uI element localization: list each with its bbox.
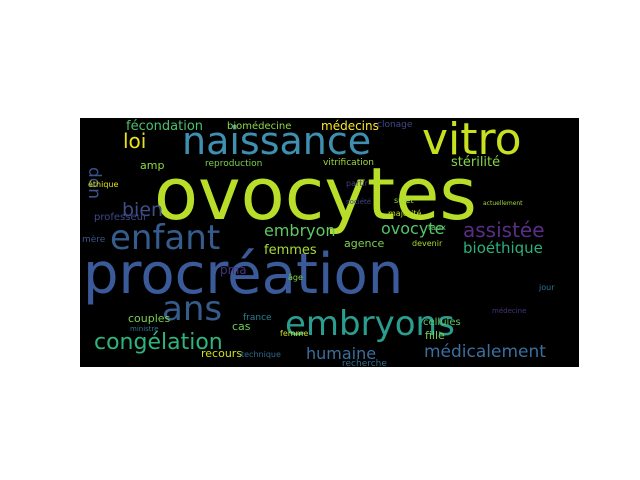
cloud-word: ministre: [130, 325, 159, 333]
cloud-word: humaine: [306, 344, 377, 363]
cloud-word: professeur: [94, 212, 148, 223]
cloud-word: agence: [344, 237, 385, 250]
cloud-word: recours: [201, 347, 243, 360]
cloud-word: embryons: [285, 304, 455, 344]
word-cloud: ovocytes procréation embryons naissance …: [80, 118, 579, 367]
cloud-word: jour: [539, 283, 555, 292]
cloud-word: assistée: [463, 218, 545, 242]
cloud-word: france: [243, 313, 272, 323]
cloud-word: femmes: [264, 243, 317, 258]
cloud-word: femme: [280, 329, 309, 338]
cloud-word: fécondation: [126, 119, 204, 134]
cloud-word: cellules: [423, 317, 461, 328]
cloud-word: enfant: [110, 218, 221, 258]
cloud-word: ovocyte: [381, 219, 445, 238]
cloud-word: actuellement: [483, 200, 523, 207]
cloud-word: recherche: [342, 359, 387, 368]
cloud-word: majorité: [388, 209, 422, 218]
cloud-word: âge: [288, 273, 303, 282]
cloud-word: vitro: [422, 118, 522, 165]
cloud-word: embryon: [264, 221, 336, 240]
cloud-word: mère: [82, 235, 106, 245]
cloud-word: fille: [425, 329, 445, 342]
cloud-word: médecine: [492, 307, 527, 315]
cloud-word: éthique: [88, 180, 119, 189]
cloud-word: ans: [162, 289, 223, 329]
cloud-word: bien: [122, 199, 164, 221]
cloud-word: société: [346, 198, 372, 206]
cloud-word: loi: [123, 129, 147, 153]
cloud-word: bioéthique: [463, 239, 543, 257]
cloud-word: pma: [220, 263, 247, 277]
cloud-word: vitrification: [323, 158, 374, 168]
cloud-word: médecins: [321, 119, 379, 133]
cloud-word: reproduction: [205, 159, 263, 169]
cloud-word: technique: [241, 350, 281, 359]
cloud-word: médicalement: [424, 342, 546, 362]
cloud-word: sujet: [394, 196, 414, 205]
cloud-word: biomédecine: [227, 121, 292, 132]
cloud-word: partir: [346, 179, 368, 188]
cloud-word: congélation: [94, 330, 223, 355]
cloud-word: taux: [428, 223, 446, 232]
cloud-word: couples: [128, 312, 171, 325]
cloud-word: procréation: [83, 242, 404, 307]
cloud-word: ovocytes: [154, 152, 477, 236]
cloud-word: devenir: [412, 239, 443, 248]
cloud-word: clonage: [377, 120, 413, 130]
cloud-word: amp: [140, 159, 165, 172]
cloud-word: stérilité: [451, 155, 501, 170]
cloud-word: cas: [232, 320, 251, 333]
cloud-word: naissance: [182, 119, 372, 163]
